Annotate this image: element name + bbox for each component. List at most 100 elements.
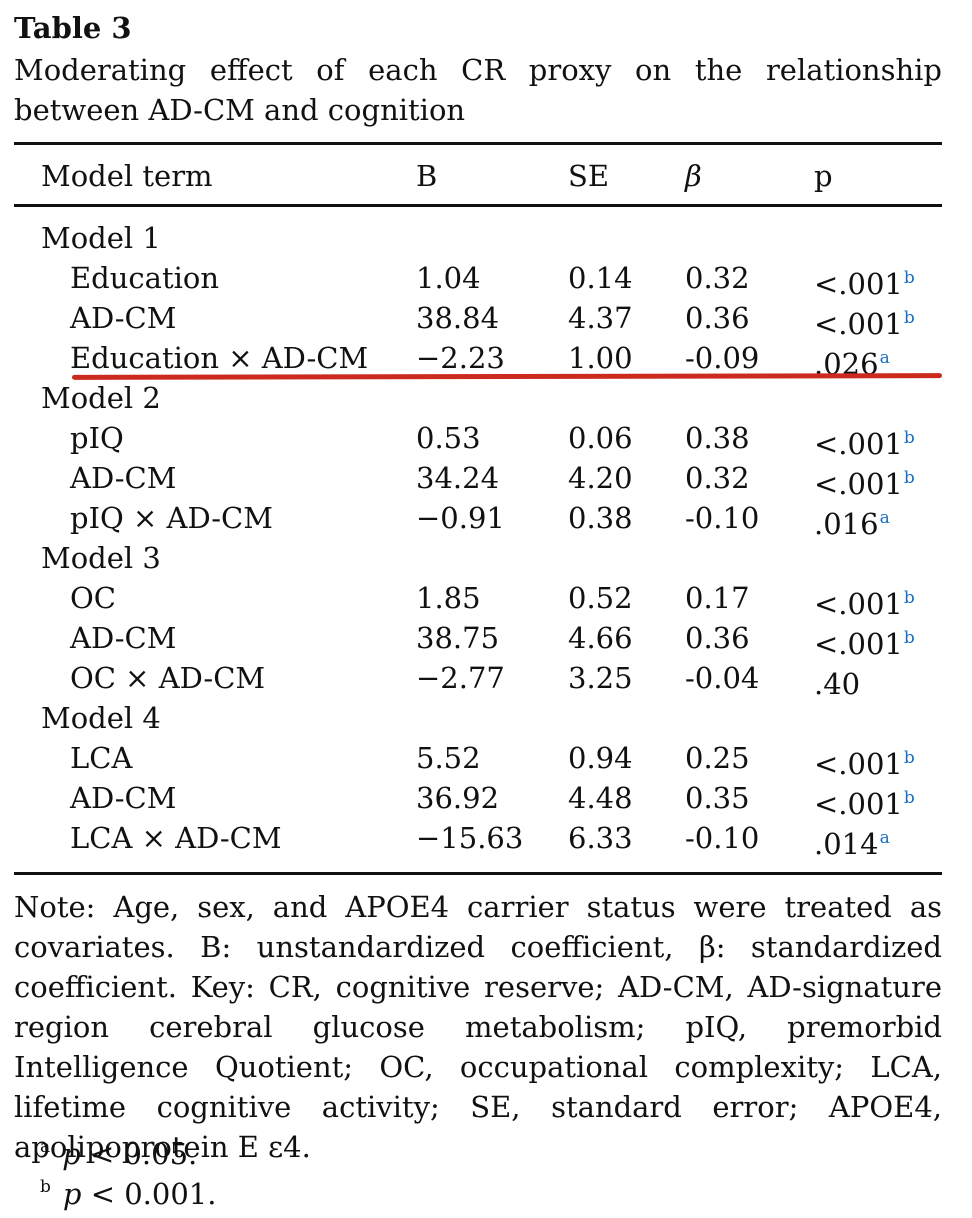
p-cell: <.001b — [814, 738, 915, 784]
significance-mark: a — [879, 348, 890, 368]
footnote-text: < 0.001. — [90, 1177, 217, 1211]
footnote-mark: b — [40, 1177, 51, 1197]
p-value: <.001 — [814, 627, 903, 661]
b-cell: 36.92 — [416, 781, 500, 815]
se-cell: 4.37 — [568, 301, 633, 335]
footnote-text: < 0.05. — [89, 1137, 198, 1171]
p-cell: .40 — [814, 658, 861, 704]
b-cell: −15.63 — [416, 821, 524, 855]
term-cell: pIQ — [70, 421, 124, 455]
p-value: <.001 — [814, 787, 903, 821]
p-cell: .014a — [814, 818, 890, 864]
model-group-row: Model 1 — [14, 218, 942, 258]
term-cell: OC × AD-CM — [70, 661, 266, 695]
header-row: Model term B SE β p — [14, 156, 942, 196]
footnote-symbol: p — [62, 1137, 81, 1171]
b-cell: −2.77 — [416, 661, 505, 695]
beta-cell: -0.10 — [685, 501, 760, 535]
model-label: Model 2 — [41, 381, 161, 415]
p-cell: <.001b — [814, 298, 915, 344]
p-cell: <.001b — [814, 458, 915, 504]
table-title: Table 3 — [14, 11, 132, 45]
significance-mark: b — [903, 268, 915, 288]
se-cell: 0.94 — [568, 741, 633, 775]
model-group-row: Model 2 — [14, 378, 942, 418]
term-cell: AD-CM — [70, 301, 177, 335]
p-value: <.001 — [814, 747, 903, 781]
p-value: <.001 — [814, 587, 903, 621]
se-cell: 0.14 — [568, 261, 633, 295]
significance-mark: b — [903, 468, 915, 488]
table-row: AD-CM 38.75 4.66 0.36 <.001b — [14, 618, 942, 661]
table-row: OC 1.85 0.52 0.17 <.001b — [14, 578, 942, 621]
se-cell: 0.38 — [568, 501, 633, 535]
se-cell: 3.25 — [568, 661, 633, 695]
header-b: B — [416, 159, 438, 193]
table-row: AD-CM 38.84 4.37 0.36 <.001b — [14, 298, 942, 341]
p-value: <.001 — [814, 467, 903, 501]
significance-mark: b — [903, 308, 915, 328]
b-cell: 0.53 — [416, 421, 481, 455]
se-cell: 4.48 — [568, 781, 633, 815]
p-cell: <.001b — [814, 258, 915, 304]
beta-cell: 0.36 — [685, 621, 750, 655]
term-cell: AD-CM — [70, 781, 177, 815]
table-row: Education 1.04 0.14 0.32 <.001b — [14, 258, 942, 301]
p-value: .016 — [814, 507, 879, 541]
model-group-row: Model 4 — [14, 698, 942, 738]
model-label: Model 3 — [41, 541, 161, 575]
b-cell: 34.24 — [416, 461, 500, 495]
model-label: Model 4 — [41, 701, 161, 735]
table-row: LCA 5.52 0.94 0.25 <.001b — [14, 738, 942, 781]
se-cell: 6.33 — [568, 821, 633, 855]
beta-cell: -0.04 — [685, 661, 760, 695]
header-se: SE — [568, 159, 610, 193]
term-cell: LCA — [70, 741, 133, 775]
term-cell: Education × AD-CM — [70, 341, 369, 375]
p-value: <.001 — [814, 427, 903, 461]
term-cell: AD-CM — [70, 621, 177, 655]
se-cell: 4.20 — [568, 461, 633, 495]
model-label: Model 1 — [41, 221, 161, 255]
p-cell: <.001b — [814, 578, 915, 624]
bottom-rule — [14, 872, 942, 875]
beta-cell: -0.09 — [685, 341, 760, 375]
table-note: Note: Age, sex, and APOE4 carrier status… — [14, 890, 942, 1164]
p-value: <.001 — [814, 307, 903, 341]
model-group-row: Model 3 — [14, 538, 942, 578]
beta-cell: 0.36 — [685, 301, 750, 335]
b-cell: 1.04 — [416, 261, 481, 295]
significance-mark: b — [903, 788, 915, 808]
p-cell: <.001b — [814, 618, 915, 664]
header-rule — [14, 204, 942, 207]
significance-mark: a — [879, 828, 890, 848]
term-cell: pIQ × AD-CM — [70, 501, 273, 535]
p-cell: <.001b — [814, 418, 915, 464]
table-row: LCA × AD-CM −15.63 6.33 -0.10 .014a — [14, 818, 942, 861]
table-row: AD-CM 34.24 4.20 0.32 <.001b — [14, 458, 942, 501]
table-row: Education × AD-CM −2.23 1.00 -0.09.026a — [14, 338, 942, 381]
b-cell: 1.85 — [416, 581, 481, 615]
p-value: <.001 — [814, 267, 903, 301]
se-cell: 0.06 — [568, 421, 633, 455]
beta-cell: 0.38 — [685, 421, 750, 455]
p-cell: <.001b — [814, 778, 915, 824]
b-cell: −2.23 — [416, 341, 505, 375]
header-model-term: Model term — [41, 159, 213, 193]
beta-cell: 0.17 — [685, 581, 750, 615]
b-cell: 5.52 — [416, 741, 481, 775]
header-beta: β — [685, 159, 702, 193]
p-cell: .016a — [814, 498, 890, 544]
se-cell: 4.66 — [568, 621, 633, 655]
term-cell: OC — [70, 581, 116, 615]
beta-cell: -0.10 — [685, 821, 760, 855]
term-cell: LCA × AD-CM — [70, 821, 282, 855]
beta-cell: 0.25 — [685, 741, 750, 775]
table-row: pIQ 0.53 0.06 0.38 <.001b — [14, 418, 942, 461]
se-cell: 1.00 — [568, 341, 633, 375]
table-caption: Moderating effect of each CR proxy on th… — [14, 53, 942, 127]
b-cell: −0.91 — [416, 501, 505, 535]
top-rule — [14, 142, 942, 145]
